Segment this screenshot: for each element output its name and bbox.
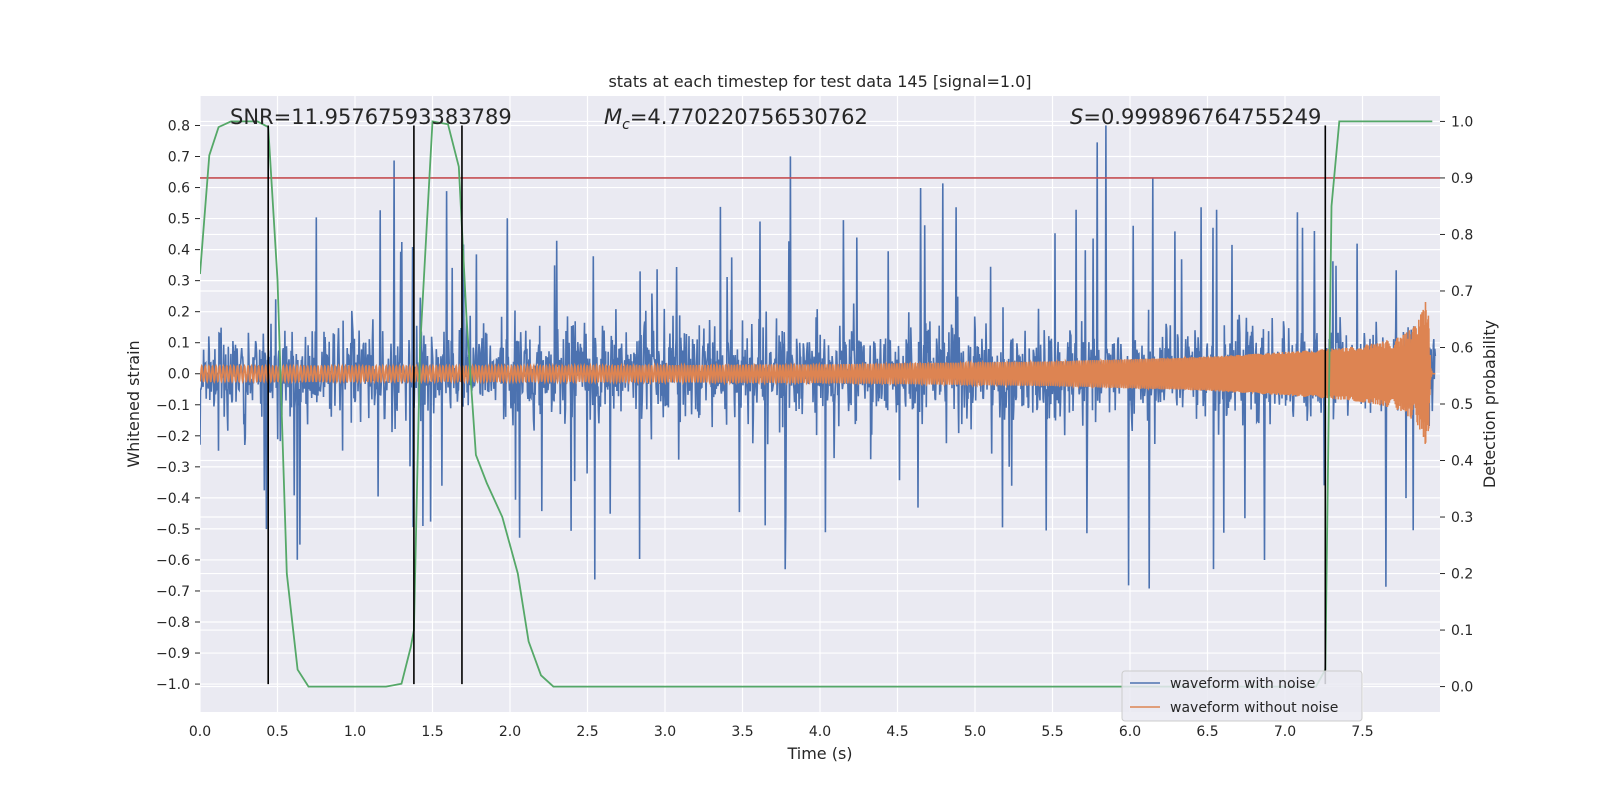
s-annotation: S=0.999896764755249: [1070, 105, 1321, 129]
x-tick-label: 5.5: [1041, 724, 1063, 740]
x-tick-label: 3.0: [654, 724, 676, 740]
y-tick-label-left: 0.1: [168, 336, 190, 352]
x-tick-label: 2.5: [576, 724, 598, 740]
legend-label-clean: waveform without noise: [1170, 700, 1338, 716]
chirp-mass-value: =4.770220756530762: [630, 105, 868, 129]
x-tick-label: 0.0: [189, 724, 211, 740]
chirp-mass-annotation: Mc=4.770220756530762: [604, 105, 868, 133]
y-tick-label-left: −0.2: [156, 429, 190, 445]
y-tick-label-right: 0.9: [1451, 171, 1473, 187]
y-tick-label-right: 0.0: [1451, 680, 1473, 696]
y-tick-label-left: −0.1: [156, 398, 190, 414]
chirp-mass-subscript: c: [622, 117, 630, 133]
y-tick-label-right: 0.7: [1451, 284, 1473, 300]
y-tick-label-right: 1.0: [1451, 114, 1473, 130]
y-tick-label-right: 0.2: [1451, 567, 1473, 583]
x-tick-label: 5.0: [964, 724, 986, 740]
y-tick-label-right: 0.3: [1451, 510, 1473, 526]
y-tick-label-right: 0.1: [1451, 623, 1473, 639]
chirp-mass-symbol: M: [604, 105, 622, 129]
y-tick-label-left: 0.7: [168, 150, 190, 166]
y-tick-labels-left: 0.8 0.7 0.6 0.5 0.4 0.3 0.2 0.1 0.0 −0.1 −0.2 −0.3 −…: [156, 118, 200, 693]
x-tick-label: 7.5: [1351, 724, 1373, 740]
y-tick-label-left: 0.3: [168, 274, 190, 290]
y-axis-label-right: Detection probability: [1480, 320, 1499, 488]
y-tick-label-right: 0.8: [1451, 227, 1473, 243]
x-tick-label: 0.5: [266, 724, 288, 740]
y-tick-label-left: 0.2: [168, 305, 190, 321]
chart-title: stats at each timestep for test data 145…: [608, 72, 1031, 91]
x-axis-label: Time (s): [786, 744, 852, 763]
legend-box: [1121, 670, 1363, 722]
y-tick-label-left: −0.9: [156, 646, 190, 662]
legend: waveform with noise waveform without noi…: [1121, 670, 1363, 722]
y-tick-label-left: 0.6: [168, 181, 190, 197]
x-tick-label: 2.0: [499, 724, 521, 740]
y-tick-label-right: 0.5: [1451, 397, 1473, 413]
x-tick-label: 6.5: [1196, 724, 1218, 740]
s-value: =0.999896764755249: [1083, 105, 1321, 129]
y-tick-label-right: 0.6: [1451, 340, 1473, 356]
x-tick-label: 4.5: [886, 724, 908, 740]
y-tick-label-right: 0.4: [1451, 454, 1473, 470]
y-tick-label-left: −1.0: [156, 677, 190, 693]
series-waveform-without-noise: [200, 301, 1436, 444]
snr-annotation: SNR=11.95767593383789: [230, 105, 512, 129]
x-tick-label: 7.0: [1274, 724, 1296, 740]
x-tick-label: 3.5: [731, 724, 753, 740]
x-tick-label: 1.5: [421, 724, 443, 740]
x-tick-label: 6.0: [1119, 724, 1141, 740]
y-tick-label-left: −0.3: [156, 460, 190, 476]
x-tick-label: 4.0: [809, 724, 831, 740]
y-tick-label-left: −0.7: [156, 584, 190, 600]
legend-label-noise: waveform with noise: [1170, 676, 1315, 692]
y-tick-label-left: 0.0: [168, 367, 190, 383]
y-tick-label-left: 0.5: [168, 212, 190, 228]
y-tick-labels-right: 1.0 0.9 0.8 0.7 0.6 0.5 0.4 0.3 0.2 0.1 0.0: [1440, 114, 1473, 696]
y-tick-label-left: 0.4: [168, 243, 190, 259]
y-tick-label-left: −0.4: [156, 491, 190, 507]
x-tick-label: 1.0: [344, 724, 366, 740]
y-tick-label-left: −0.5: [156, 522, 190, 538]
y-tick-label-left: 0.8: [168, 118, 190, 134]
y-axis-label-left: Whitened strain: [124, 340, 143, 467]
y-tick-label-left: −0.8: [156, 615, 190, 631]
y-tick-label-left: −0.6: [156, 553, 190, 569]
x-tick-labels: 0.0 0.5 1.0 1.5 2.0 2.5 3.0 3.5 4.0 4.5 5.0 5.5 6.0 6…: [189, 724, 1374, 740]
s-symbol: S: [1070, 105, 1083, 129]
